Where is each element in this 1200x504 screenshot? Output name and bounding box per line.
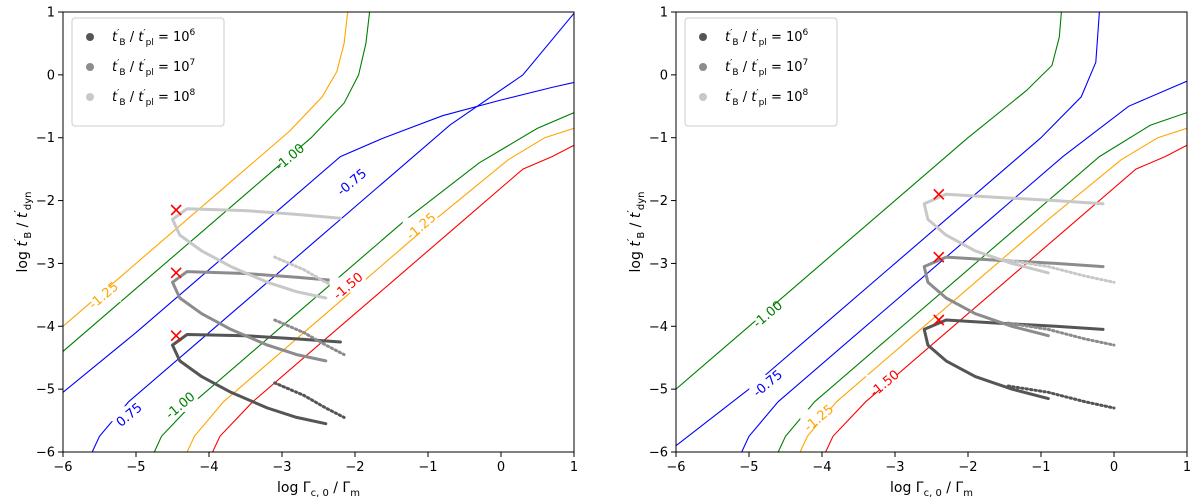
legend-label: t′B / t′pl = 108: [112, 88, 196, 108]
legend-label: t′B / t′pl = 108: [725, 88, 809, 108]
legend-label: t′B / t′pl = 106: [725, 28, 809, 48]
cross-marker: [933, 251, 945, 263]
x-tick-label: 0: [497, 460, 505, 475]
y-tick-label: −2: [36, 194, 55, 209]
contour-line: [63, 81, 574, 393]
y-tick-label: 1: [47, 6, 55, 21]
y-tick-label: 0: [47, 68, 55, 83]
contour-line: [63, 12, 371, 352]
contour-line: [777, 112, 1187, 452]
y-tick-label: 1: [660, 6, 668, 21]
contour-line: [212, 144, 574, 452]
legend-marker: [699, 93, 707, 101]
contour-label-bg: [271, 148, 308, 164]
contour-label-bg: [749, 305, 786, 321]
y-tick-label: −4: [36, 320, 55, 335]
y-tick-label: −6: [649, 446, 668, 461]
legend: t′B / t′pl = 106 t′B / t′pl = 107 t′B / t′…: [71, 17, 225, 127]
y-axis-label: log t′B / t′dyn: [12, 192, 34, 273]
y-tick-label: −3: [36, 257, 55, 272]
series-line: [171, 333, 342, 426]
series-dotted: [1006, 321, 1116, 347]
cross-marker: [933, 188, 945, 200]
contour-line: [63, 12, 349, 327]
series-dotted: [1006, 258, 1116, 284]
legend-box: [684, 17, 838, 127]
contour-label-bg: [800, 409, 837, 425]
contour-line: [799, 127, 1187, 452]
x-axis-label: log Γc, 0 / Γm: [890, 480, 973, 499]
y-tick-label: −6: [36, 446, 55, 461]
axes-frame: [62, 11, 575, 453]
legend-marker: [86, 33, 94, 41]
plot-area: -1.00-0.75-1.25-1.50: [676, 12, 1187, 452]
axes-frame: [675, 11, 1188, 453]
contour-label-bg: [402, 217, 439, 233]
x-tick-label: −5: [126, 460, 145, 475]
chart-panel-left: -1.25-1.00-0.75-1.250.75 -1.00-1.50−6 −5 −4…: [12, 6, 578, 500]
x-tick-label: −6: [53, 460, 72, 475]
contour-line: [676, 12, 1062, 390]
cross-marker: [933, 314, 945, 326]
x-tick-label: −1: [418, 460, 437, 475]
y-tick-label: −5: [36, 383, 55, 398]
legend-label: t′B / t′pl = 106: [112, 28, 196, 48]
contour-label-bg: [85, 286, 122, 302]
cross-marker: [170, 267, 182, 279]
contour-label-bg: [110, 406, 147, 422]
contour-line: [186, 127, 574, 452]
series-line: [171, 207, 342, 300]
cross-marker: [170, 330, 182, 342]
x-tick-label: 1: [570, 460, 578, 475]
x-tick-label: −4: [812, 460, 831, 475]
legend-marker: [699, 33, 707, 41]
contour-label-bg: [749, 374, 786, 390]
x-tick-label: 0: [1110, 460, 1118, 475]
contour-line: [676, 12, 1100, 447]
y-tick-label: −3: [649, 257, 668, 272]
y-axis-label: log t′B / t′dyn: [625, 192, 647, 273]
y-tick-label: −1: [36, 131, 55, 146]
y-tick-label: 0: [660, 68, 668, 83]
x-tick-label: −2: [958, 460, 977, 475]
series-dotted: [273, 381, 346, 419]
series-dotted: [273, 318, 346, 357]
contour-label-bg: [161, 396, 198, 412]
x-tick-label: −6: [666, 460, 685, 475]
series-line: [171, 270, 342, 363]
legend-marker: [86, 63, 94, 71]
contour-line: [741, 80, 1187, 452]
x-tick-label: −3: [885, 460, 904, 475]
x-tick-label: −2: [345, 460, 364, 475]
x-tick-label: −4: [199, 460, 218, 475]
contour-label-bg: [333, 173, 370, 189]
x-tick-label: 1: [1183, 460, 1191, 475]
contour-line: [825, 144, 1187, 452]
contour-label-bg: [329, 277, 366, 293]
contour-label-bg: [866, 374, 903, 390]
y-tick-label: −1: [649, 131, 668, 146]
legend: t′B / t′pl = 106 t′B / t′pl = 107 t′B / t′…: [684, 17, 838, 127]
y-tick-label: −5: [649, 383, 668, 398]
x-tick-label: −3: [272, 460, 291, 475]
y-tick-label: −4: [649, 320, 668, 335]
y-tick-label: −2: [649, 194, 668, 209]
x-tick-label: −5: [739, 460, 758, 475]
legend-label: t′B / t′pl = 107: [112, 58, 195, 78]
legend-marker: [86, 93, 94, 101]
legend-box: [71, 17, 225, 127]
x-tick-label: −1: [1031, 460, 1050, 475]
x-axis-label: log Γc, 0 / Γm: [277, 480, 360, 499]
cross-marker: [170, 204, 182, 216]
legend-marker: [699, 63, 707, 71]
contour-label: 0.75: [114, 400, 146, 430]
series-line: [922, 192, 1105, 275]
series-dotted: [1006, 384, 1116, 410]
legend-label: t′B / t′pl = 107: [725, 58, 808, 78]
chart-panel-right: -1.00-0.75-1.25-1.50 −6 −5 −4 −3 −2 −1 0 1 −6 −5 −4…: [625, 6, 1191, 500]
